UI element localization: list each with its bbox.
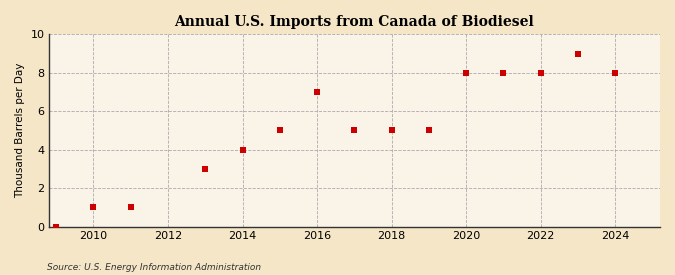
- Point: [237, 147, 248, 152]
- Point: [51, 224, 61, 229]
- Text: Source: U.S. Energy Information Administration: Source: U.S. Energy Information Administ…: [47, 263, 261, 272]
- Point: [423, 128, 434, 133]
- Point: [349, 128, 360, 133]
- Point: [126, 205, 136, 210]
- Point: [498, 71, 509, 75]
- Point: [461, 71, 472, 75]
- Title: Annual U.S. Imports from Canada of Biodiesel: Annual U.S. Imports from Canada of Biodi…: [174, 15, 534, 29]
- Point: [535, 71, 546, 75]
- Y-axis label: Thousand Barrels per Day: Thousand Barrels per Day: [15, 63, 25, 198]
- Point: [572, 51, 583, 56]
- Point: [200, 167, 211, 171]
- Point: [312, 90, 323, 94]
- Point: [610, 71, 621, 75]
- Point: [88, 205, 99, 210]
- Point: [386, 128, 397, 133]
- Point: [275, 128, 286, 133]
